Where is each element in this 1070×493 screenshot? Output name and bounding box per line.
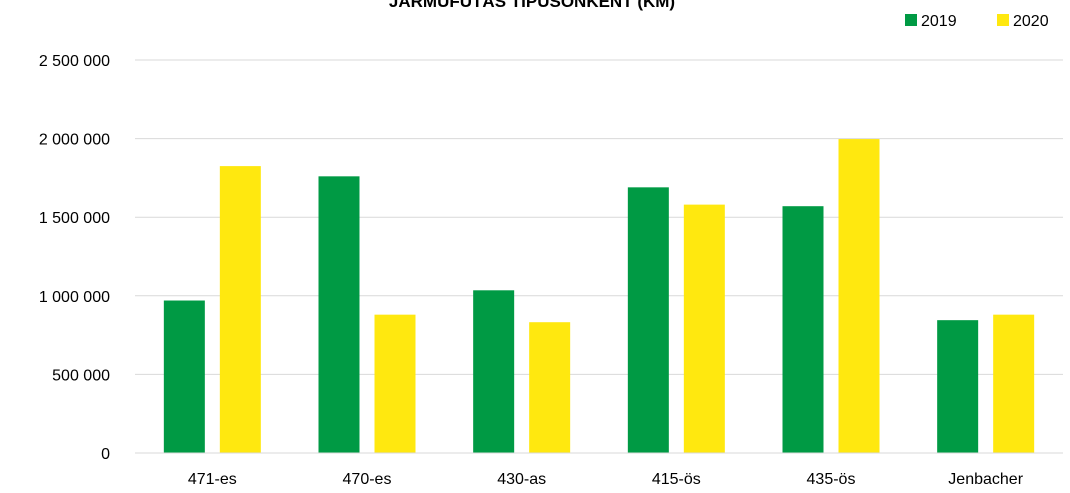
bar-2019-471-es <box>163 300 205 453</box>
legend-label-2020: 2020 <box>1013 13 1049 30</box>
bar-2020-415-ös <box>683 204 725 453</box>
x-tick-label: 470-es <box>343 471 392 488</box>
x-tick-label: 435-ös <box>807 471 856 488</box>
y-tick-label: 1 500 000 <box>39 210 110 227</box>
y-tick-label: 500 000 <box>52 367 110 384</box>
y-tick-label: 2 000 000 <box>39 132 110 149</box>
y-tick-label: 1 000 000 <box>39 289 110 306</box>
chart-title: JÁRMŰFUTÁS TÍPUSONKÉNT (KM) <box>389 0 675 11</box>
bars <box>163 139 1035 454</box>
bar-2020-471-es <box>219 166 261 454</box>
y-tick-label: 0 <box>101 446 110 463</box>
bar-2020-430-as <box>529 322 571 453</box>
bar-2020-Jenbacher <box>993 314 1035 453</box>
gridlines <box>135 59 1063 375</box>
axes: 0 500 000 1 000 000 1 500 000 2 000 000 2 500… <box>39 53 1063 488</box>
x-tick-label: Jenbacher <box>948 471 1023 488</box>
legend-swatch-2019 <box>905 14 917 26</box>
x-tick-label: 430-as <box>497 471 546 488</box>
y-tick-label: 2 500 000 <box>39 53 110 70</box>
x-tick-label: 471-es <box>188 471 237 488</box>
bar-2019-430-as <box>473 290 515 453</box>
bar-2020-470-es <box>374 314 416 453</box>
x-tick-label: 415-ös <box>652 471 701 488</box>
bar-2019-470-es <box>318 176 360 453</box>
legend-label-2019: 2019 <box>921 13 957 30</box>
bar-2019-Jenbacher <box>937 320 979 453</box>
legend-swatch-2020 <box>997 14 1009 26</box>
bar-2020-435-ös <box>838 139 880 453</box>
bar-2019-435-ös <box>782 206 824 453</box>
legend: 2019 2020 <box>905 13 1049 30</box>
bar-2019-415-ös <box>627 187 669 453</box>
